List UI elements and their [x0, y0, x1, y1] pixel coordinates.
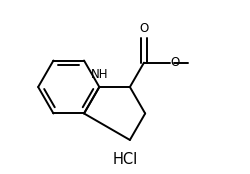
- Text: NH: NH: [90, 68, 108, 81]
- Text: O: O: [139, 22, 148, 35]
- Text: O: O: [171, 56, 180, 69]
- Text: HCl: HCl: [112, 152, 138, 167]
